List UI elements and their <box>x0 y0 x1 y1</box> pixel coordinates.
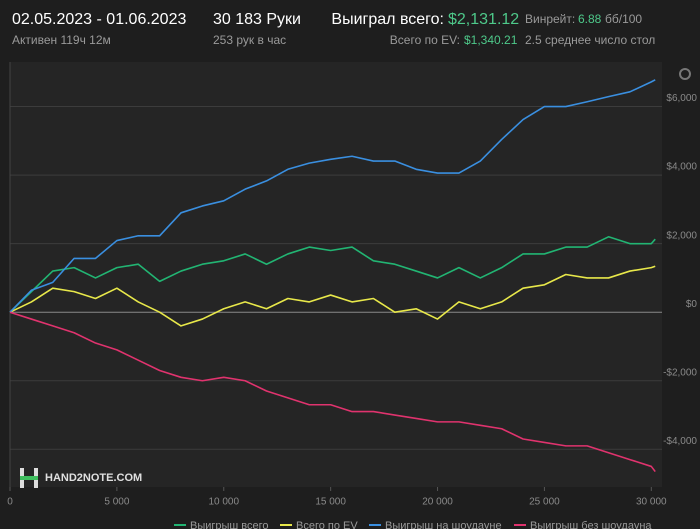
y-tick-label: $6,000 <box>666 93 697 104</box>
x-tick-label: 10 000 <box>208 497 239 508</box>
logo-icon <box>20 476 38 480</box>
won-value: $2,131.12 <box>448 11 519 28</box>
x-tick-label: 30 000 <box>636 497 667 508</box>
won-label: Выиграл всего: <box>331 11 444 28</box>
x-tick-label: 5 000 <box>104 497 129 508</box>
hands: 30 183 Руки <box>213 11 301 28</box>
hands-per-hour: 253 рук в час <box>213 33 286 47</box>
legend-label: Всего по EV <box>296 520 358 529</box>
ev-label: Всего по EV: <box>390 33 460 47</box>
logo: HAND2NOTE.COM <box>20 468 142 488</box>
x-tick-label: 25 000 <box>529 497 560 508</box>
series-line <box>9 311 656 473</box>
logo-text: HAND2NOTE.COM <box>45 472 142 484</box>
winrate-label: Винрейт: <box>525 12 575 26</box>
tables: 2.5 среднее число стол <box>525 33 655 47</box>
series-line <box>9 265 656 327</box>
y-tick-label: $2,000 <box>666 230 697 241</box>
legend-label: Выигрыш без шоудауна <box>530 520 652 529</box>
winrate-value: 6.88 <box>578 12 602 26</box>
y-tick-label: $4,000 <box>666 162 697 173</box>
y-tick-label: -$2,000 <box>663 367 697 378</box>
gear[interactable] <box>679 68 691 80</box>
y-tick-label: $0 <box>686 299 698 310</box>
legend-label: Выигрыш на шоудауне <box>385 520 502 529</box>
series-line <box>9 235 656 313</box>
winrate-unit: бб/100 <box>605 12 642 26</box>
x-tick-label: 20 000 <box>422 497 453 508</box>
active-time: Активен 119ч 12м <box>12 33 111 47</box>
settings-icon[interactable] <box>679 68 691 80</box>
ev-value: $1,340.21 <box>464 33 518 47</box>
x-tick-label: 0 <box>7 497 13 508</box>
x-tick-label: 15 000 <box>315 497 346 508</box>
series-line <box>9 79 656 313</box>
date-range: 02.05.2023 - 01.06.2023 <box>12 11 186 28</box>
y-tick-label: -$4,000 <box>663 436 697 447</box>
legend-label: Выигрыш всего <box>190 520 269 529</box>
plot-area <box>10 62 662 487</box>
